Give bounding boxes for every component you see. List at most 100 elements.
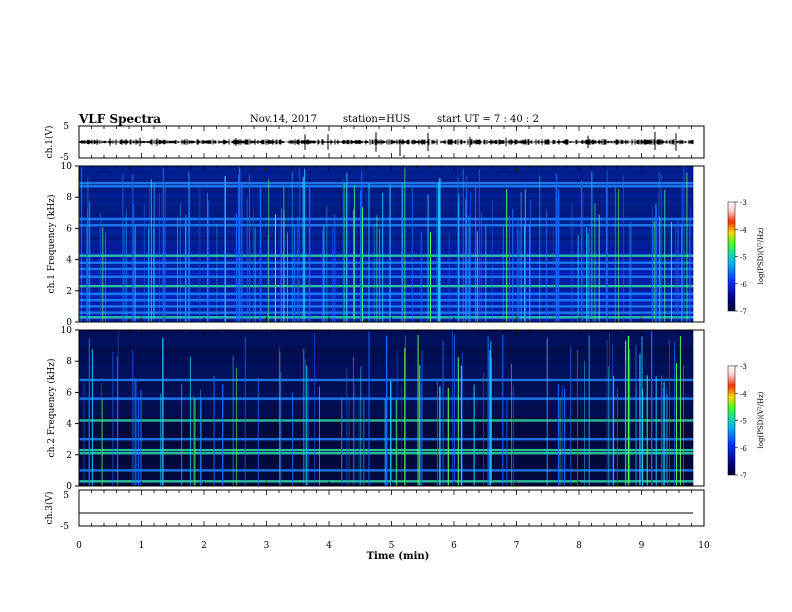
colorbar-tick-label: -5 xyxy=(740,418,747,426)
ch1-waveform-panel: 5 -5 ch.1(V) xyxy=(44,122,705,163)
x-tick-label: 9 xyxy=(639,541,645,551)
spec-noise-row xyxy=(79,185,694,190)
ytick-label: 2 xyxy=(66,287,72,297)
spec-band-7 xyxy=(79,267,694,271)
x-tick-label: 5 xyxy=(389,541,395,551)
spec-noise-row xyxy=(79,236,694,241)
spec-noise-row xyxy=(79,189,694,194)
spec-noise-row xyxy=(79,318,694,323)
x-tick-label: 4 xyxy=(326,541,332,551)
spec-band-1 xyxy=(79,311,694,314)
start-time-label: start UT = 7 : 40 : 2 xyxy=(437,114,539,125)
ch3-ylabel: ch.3(V) xyxy=(44,492,55,525)
spec-noise-row xyxy=(79,330,694,335)
spec-noise-row xyxy=(79,177,694,183)
time-ticks xyxy=(78,126,705,526)
ytick-label: 4 xyxy=(66,420,72,430)
colorbar-tick-label: -5 xyxy=(740,254,747,262)
ytick-label: 8 xyxy=(66,357,72,367)
spec-band-11 xyxy=(79,217,694,221)
spec-noise-row xyxy=(79,173,694,179)
ch3-waveform-panel: 5 -5 ch.3(V) xyxy=(44,489,705,532)
x-tick-label: 6 xyxy=(451,541,457,551)
colorbar-tick-label: -6 xyxy=(740,281,747,289)
spec-band-5 xyxy=(79,284,694,288)
spec-empty xyxy=(693,166,704,322)
ch1-spectrogram-image xyxy=(78,166,704,323)
ytick-label: 0 xyxy=(66,318,72,328)
x-tick-label: 2 xyxy=(201,541,207,551)
spec-band-2 xyxy=(79,305,694,308)
spec-noise-row xyxy=(79,232,694,237)
spec-noise-row xyxy=(79,279,694,284)
colorbar-2: -3 -4 -5 -6 -7 log(PSD)(V²/Hz) xyxy=(727,363,765,480)
spec-band-6 xyxy=(79,275,694,278)
ytick-label: 8 xyxy=(66,193,72,203)
ch3-ytick-top: 5 xyxy=(63,491,69,501)
ytick-label: 6 xyxy=(66,224,72,234)
ch1-ylabel: ch.1(V) xyxy=(44,126,55,159)
spec-noise-row xyxy=(79,251,694,257)
ytick-label: 0 xyxy=(66,482,72,492)
chart-title: VLF Spectra xyxy=(79,112,162,126)
colorbar-tick-label: -4 xyxy=(740,226,747,234)
spec-noise-row xyxy=(79,205,694,210)
spec-band-8 xyxy=(79,261,694,264)
colorbar-1: -3 -4 -5 -6 -7 log(PSD)(V²/Hz) xyxy=(727,199,765,316)
spec-noise-row xyxy=(79,286,694,292)
spec-band-10 xyxy=(79,224,694,227)
colorbar-tick-label: -6 xyxy=(740,445,747,453)
spec-noise-row xyxy=(79,166,694,171)
colorbar-tick-label: -7 xyxy=(740,472,747,480)
ytick-label: 10 xyxy=(61,162,73,172)
date-label: Nov.14, 2017 xyxy=(250,114,317,125)
spec-band-4 xyxy=(79,292,694,296)
station-label: station=HUS xyxy=(343,114,411,125)
spec-noise-row xyxy=(79,224,694,229)
x-tick-label: 3 xyxy=(264,541,270,551)
spec-noise-row xyxy=(79,294,694,300)
ch1-ytick-bottom: -5 xyxy=(60,153,69,163)
colorbar-2-label: log(PSD)(V²/Hz) xyxy=(757,391,765,448)
spec-noise-row xyxy=(79,220,694,225)
ytick-label: 2 xyxy=(66,451,72,461)
ch2-spectrogram-panel: 0 2 4 6 8 10 ch.2 Frequency (kHz) xyxy=(46,326,705,492)
spec-noise-row xyxy=(79,193,694,198)
x-tick-label: 1 xyxy=(139,541,145,551)
spec-noise-row xyxy=(79,263,694,268)
spec-empty xyxy=(693,330,704,486)
ch3-ytick-bottom: -5 xyxy=(60,522,69,532)
ytick-label: 4 xyxy=(66,256,72,266)
x-tick-label: 10 xyxy=(698,541,710,551)
colorbar-1-label: log(PSD)(V²/Hz) xyxy=(757,227,765,284)
ch2-spectrogram-image xyxy=(79,330,704,487)
ytick-label: 10 xyxy=(61,326,73,336)
spec-noise-row xyxy=(79,244,694,249)
spec-band-9 xyxy=(79,254,694,257)
ch1-spectrogram-panel: 0 2 4 6 8 10 ch.1 Frequency (kHz) xyxy=(46,162,705,328)
ch1-waveform-line xyxy=(78,132,694,156)
colorbar-tick-label: -3 xyxy=(740,199,747,207)
spec-noise-row xyxy=(79,271,694,276)
spec-noise-row xyxy=(79,208,694,214)
x-axis-labels: 0 1 2 3 4 5 6 7 8 9 10 xyxy=(76,541,710,551)
spec-band-13 xyxy=(79,181,694,185)
spec-noise-row xyxy=(79,247,694,253)
x-tick-label: 0 xyxy=(76,541,82,551)
spec-noise-row xyxy=(79,201,694,206)
spec-noise-row xyxy=(79,169,694,175)
ch1-ytick-top: 5 xyxy=(63,122,69,132)
x-axis-title: Time (min) xyxy=(367,551,430,562)
spec-noise-row xyxy=(79,228,694,233)
spec-noise-row xyxy=(79,240,694,245)
colorbar-tick-label: -3 xyxy=(740,363,747,371)
spec-noise-row xyxy=(79,212,694,218)
spec-band-12 xyxy=(79,185,694,188)
ytick-label: 6 xyxy=(66,388,72,398)
spec-band-0 xyxy=(79,316,694,319)
spec-noise-row xyxy=(79,197,694,202)
ch2-spec-ylabel: ch.2 Frequency (kHz) xyxy=(46,359,57,458)
colorbar-tick-label: -4 xyxy=(740,390,747,398)
spec-noise-row xyxy=(79,306,694,311)
